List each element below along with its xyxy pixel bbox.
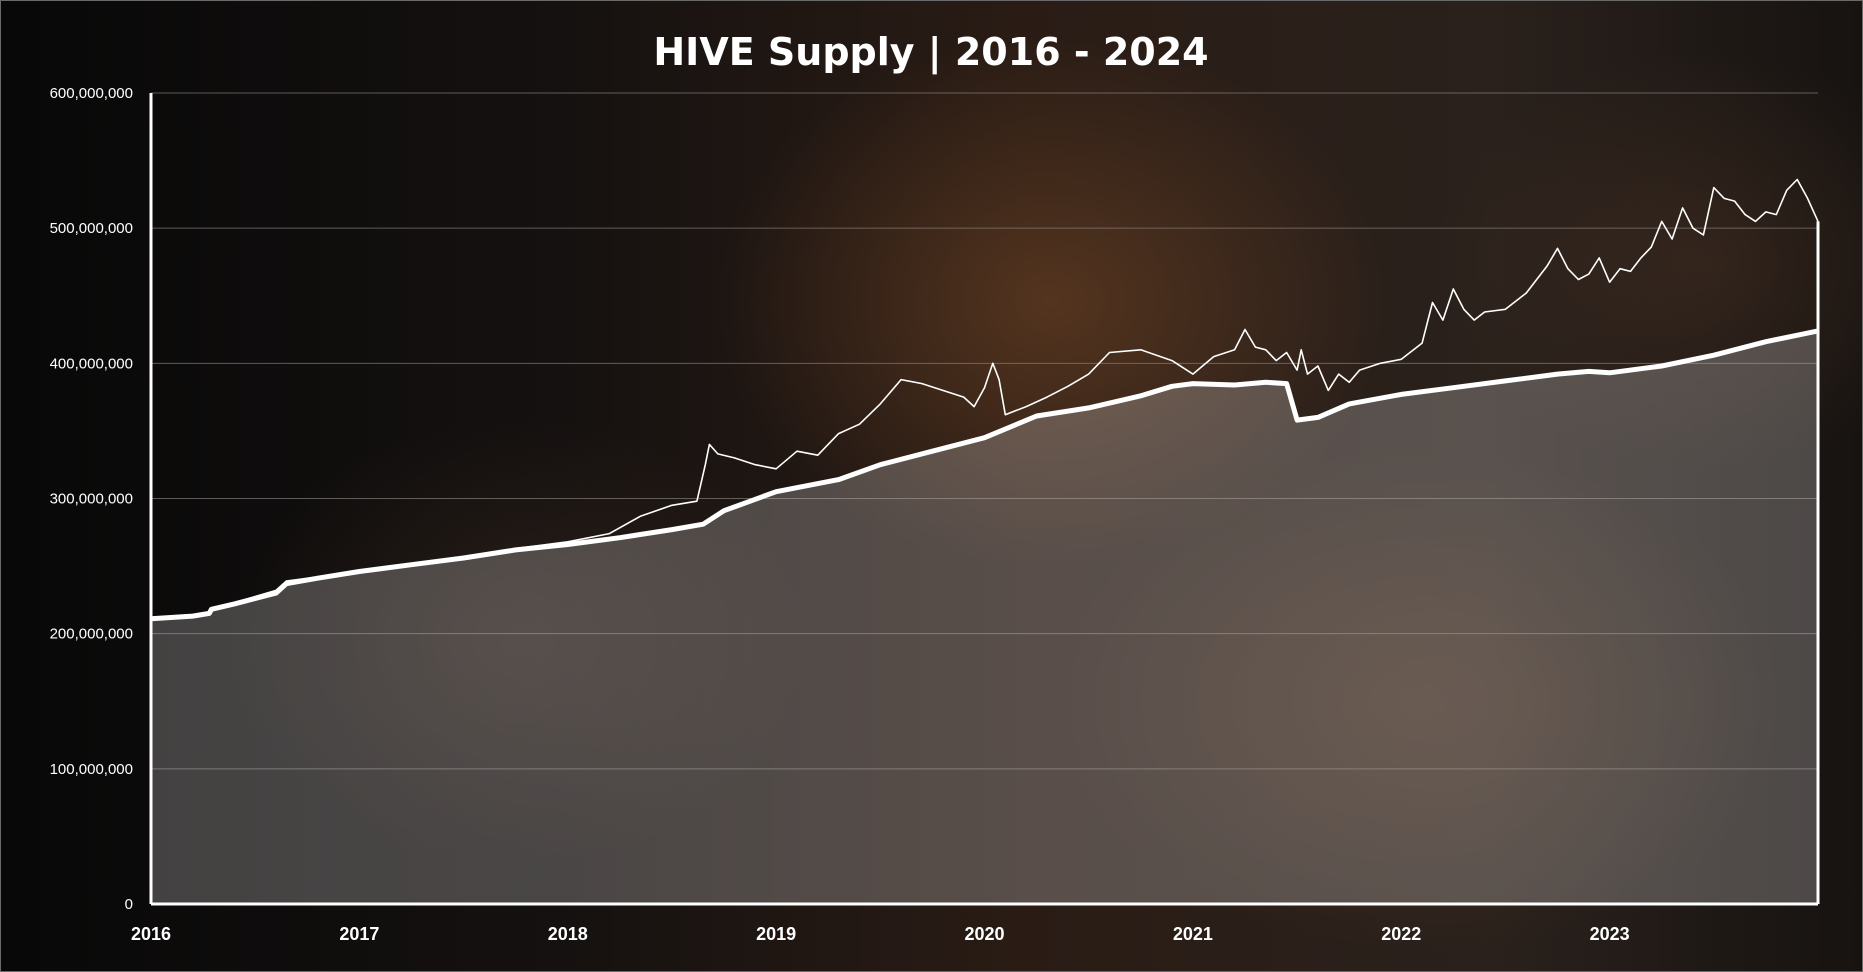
x-tick-label: 2019 bbox=[756, 924, 796, 944]
x-tick-label: 2021 bbox=[1173, 924, 1213, 944]
x-tick-label: 2023 bbox=[1590, 924, 1630, 944]
x-tick-label: 2017 bbox=[339, 924, 379, 944]
y-tick-label: 600,000,000 bbox=[50, 85, 133, 102]
thin-supply-line bbox=[150, 178, 1819, 619]
y-tick-label: 200,000,000 bbox=[50, 626, 133, 643]
x-tick-label: 2022 bbox=[1381, 924, 1421, 944]
x-tick-label: 2016 bbox=[131, 924, 171, 944]
y-tick-label: 0 bbox=[125, 896, 133, 913]
y-tick-label: 400,000,000 bbox=[50, 355, 133, 372]
supply-area-fill bbox=[151, 330, 1818, 904]
y-tick-label: 500,000,000 bbox=[50, 220, 133, 237]
x-tick-label: 2020 bbox=[964, 924, 1004, 944]
thick-supply-line bbox=[150, 328, 1819, 622]
chart-title: HIVE Supply | 2016 - 2024 bbox=[653, 30, 1208, 75]
y-tick-label: 300,000,000 bbox=[50, 491, 133, 508]
y-tick-label: 100,000,000 bbox=[50, 761, 133, 778]
x-tick-label: 2018 bbox=[548, 924, 588, 944]
